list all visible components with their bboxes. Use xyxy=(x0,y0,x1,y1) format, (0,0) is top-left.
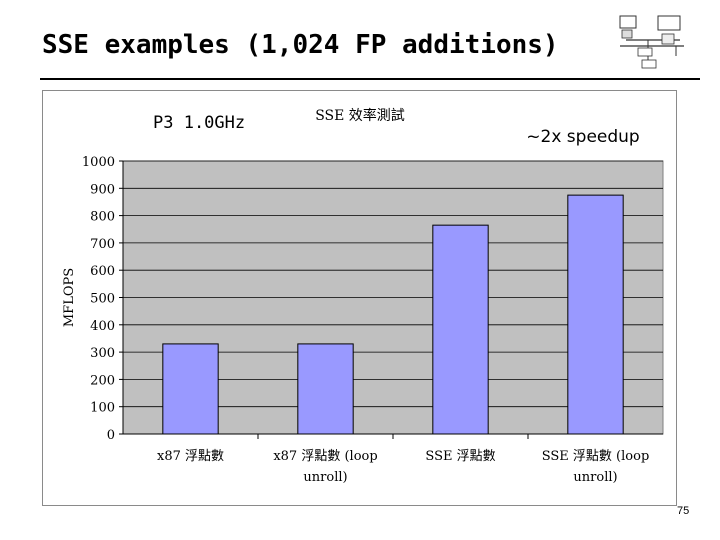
y-tick-label: 400 xyxy=(90,319,115,334)
x-tick-label: unroll) xyxy=(303,470,347,485)
y-tick-label: 600 xyxy=(90,264,115,279)
y-tick-label: 100 xyxy=(90,401,115,416)
x-tick-label: x87 浮點數 (loop xyxy=(273,449,377,464)
y-tick-label: 900 xyxy=(90,182,115,197)
y-tick-label: 200 xyxy=(90,373,115,388)
x-tick-label: unroll) xyxy=(573,470,617,485)
y-tick-label: 1000 xyxy=(82,155,115,170)
bar-chart: P3 1.0GHz SSE 效率測試 ~2x speedup MFLOPS 0 1… xyxy=(62,107,664,485)
chart-frame: P3 1.0GHz SSE 效率測試 ~2x speedup MFLOPS 0 1… xyxy=(42,90,677,506)
bar xyxy=(162,343,219,435)
title-divider xyxy=(40,78,700,80)
y-tick-label: 300 xyxy=(90,346,115,361)
x-tick-label: SSE 浮點數 (loop xyxy=(542,449,650,464)
y-tick-label: 0 xyxy=(107,428,115,443)
bar xyxy=(432,224,489,435)
bar xyxy=(567,194,624,435)
slide-title: SSE examples (1,024 FP additions) xyxy=(42,30,559,60)
network-diagram-logo xyxy=(619,15,684,69)
x-tick-label: x87 浮點數 xyxy=(157,449,224,464)
x-tick-label: SSE 浮點數 xyxy=(425,449,495,464)
speedup-annotation: ~2x speedup xyxy=(526,127,639,147)
plot-area: 0 100 200 300 400 500 600 700 800 900 1000 x87 浮點數 x… xyxy=(82,155,664,485)
y-axis-label: MFLOPS xyxy=(62,268,77,327)
chart-title: SSE 效率測試 xyxy=(315,107,405,124)
page-number: 75 xyxy=(677,505,690,517)
y-tick-label: 500 xyxy=(90,292,115,307)
y-tick-label: 800 xyxy=(90,210,115,225)
y-tick-label: 700 xyxy=(90,237,115,252)
bar xyxy=(297,343,354,435)
cpu-annotation: P3 1.0GHz xyxy=(153,113,245,133)
